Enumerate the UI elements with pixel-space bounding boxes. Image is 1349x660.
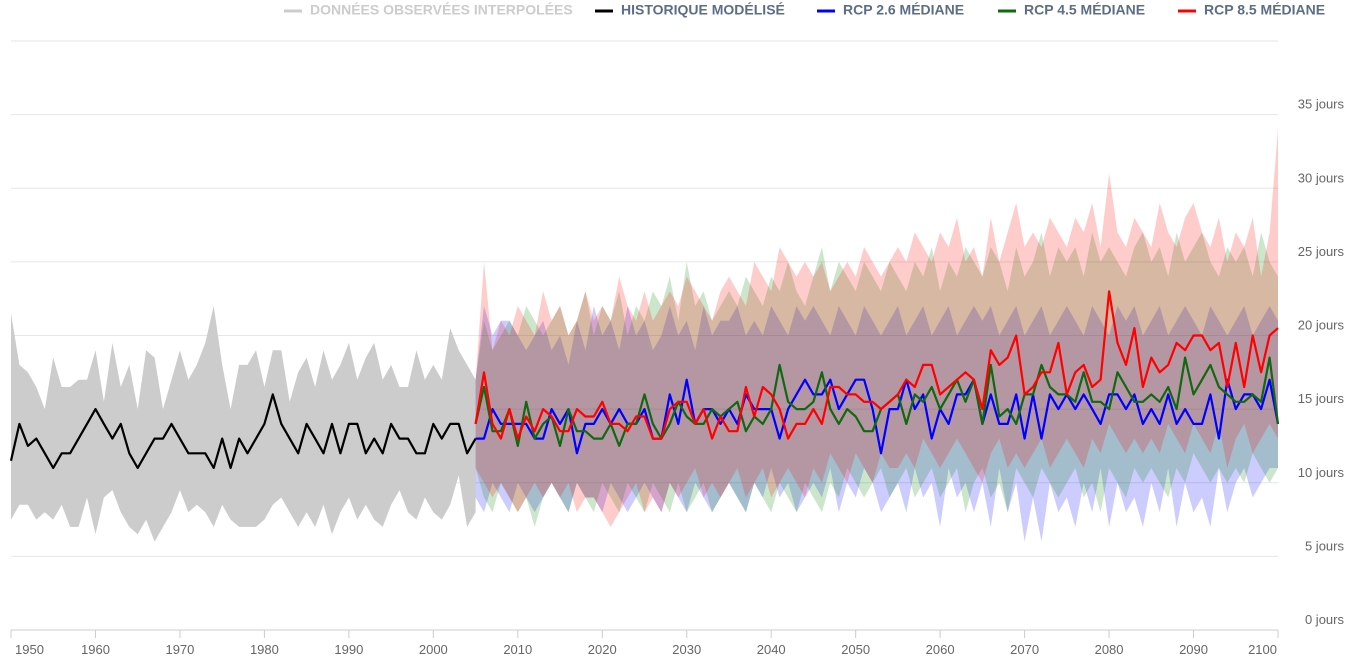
legend-label: DONNÉES OBSERVÉES INTERPOLÉES bbox=[310, 2, 573, 18]
band bbox=[475, 232, 1279, 527]
series-line bbox=[474, 290, 1279, 440]
y-tick-label: 35 jours bbox=[1298, 97, 1345, 112]
x-tick-label: 2030 bbox=[672, 642, 701, 657]
y-tick-label: 0 jours bbox=[1305, 612, 1345, 627]
legend-label: HISTORIQUE MODÉLISÉ bbox=[621, 2, 785, 18]
x-tick-label: 2090 bbox=[1179, 642, 1208, 657]
series-line bbox=[9, 393, 477, 470]
series-line bbox=[474, 356, 1280, 447]
x-tick-label: 2010 bbox=[503, 642, 532, 657]
x-tick-label: 2070 bbox=[1010, 642, 1039, 657]
x-tick-label: 2040 bbox=[757, 642, 786, 657]
x-tick-label: 1990 bbox=[334, 642, 363, 657]
band bbox=[11, 306, 476, 542]
y-tick-label: 5 jours bbox=[1305, 538, 1345, 553]
y-tick-label: 25 jours bbox=[1298, 244, 1345, 259]
band bbox=[475, 306, 1279, 542]
band bbox=[475, 129, 1279, 527]
y-tick-label: 20 jours bbox=[1298, 318, 1345, 333]
x-tick-label: 2020 bbox=[588, 642, 617, 657]
x-tick-label: 2050 bbox=[841, 642, 870, 657]
x-tick-label: 1980 bbox=[250, 642, 279, 657]
y-tick-label: 15 jours bbox=[1298, 391, 1345, 406]
x-tick-label: 2000 bbox=[419, 642, 448, 657]
x-tick-label: 1950 bbox=[15, 642, 44, 657]
x-tick-label: 1960 bbox=[81, 642, 110, 657]
legend-label: RCP 8.5 MÉDIANE bbox=[1204, 2, 1325, 18]
legend-label: RCP 4.5 MÉDIANE bbox=[1024, 2, 1145, 18]
x-tick-label: 2080 bbox=[1095, 642, 1124, 657]
x-tick-label: 2060 bbox=[926, 642, 955, 657]
x-tick-label: 2100 bbox=[1248, 642, 1277, 657]
legend-label: RCP 2.6 MÉDIANE bbox=[843, 2, 964, 18]
y-tick-label: 10 jours bbox=[1298, 465, 1345, 480]
y-tick-label: 30 jours bbox=[1298, 170, 1345, 185]
x-tick-label: 1970 bbox=[165, 642, 194, 657]
